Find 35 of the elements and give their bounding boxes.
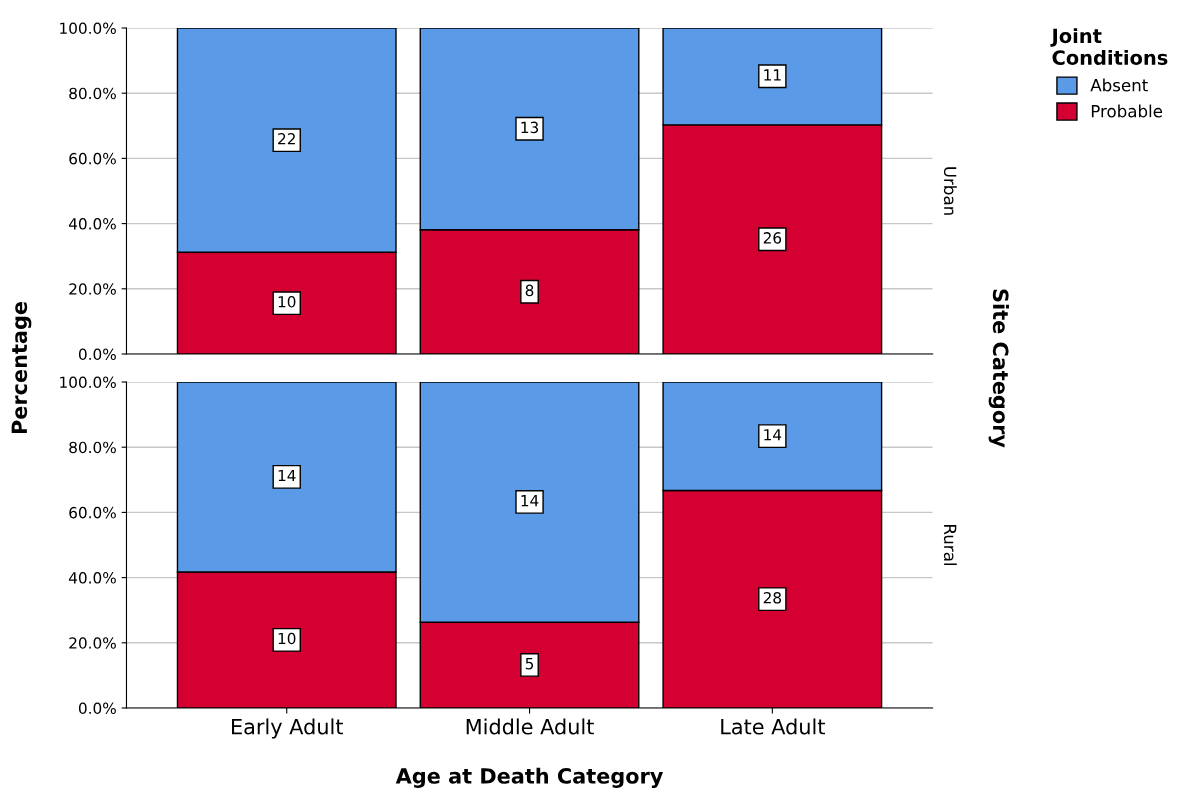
text: Urban <box>943 167 957 215</box>
y-tick-label: 60.0% <box>69 152 116 165</box>
annotation: 11 <box>764 69 781 81</box>
annotation: 14 <box>278 469 296 482</box>
x-tick-label: Early Adult <box>232 718 343 739</box>
y-tick-label: 20.0% <box>69 637 116 649</box>
legend-label: Absent <box>1090 78 1148 92</box>
x-tick-label: Middle Adult <box>466 718 594 735</box>
annotation: 14 <box>521 495 539 507</box>
y-tick-label: 80.0% <box>69 441 116 454</box>
y-tick-label: 80.0% <box>69 87 116 100</box>
y-tick-label: 40.0% <box>68 218 116 230</box>
y-tick-label: 20.0% <box>69 283 116 295</box>
y-tick-label: 40.0% <box>68 572 116 584</box>
annotation: 26 <box>763 232 782 244</box>
y-tick-label: 100.0% <box>60 22 116 35</box>
y-tick-label: 100.0% <box>60 376 116 389</box>
y-tick-label: 0.0% <box>78 348 116 361</box>
y-axis-title: Percentage <box>11 301 32 434</box>
annotation: 28 <box>763 591 782 604</box>
annotation: 5 <box>525 658 534 670</box>
annotation: 14 <box>764 429 782 441</box>
annotation: 13 <box>521 121 539 134</box>
text: Rural <box>943 525 957 565</box>
y-tick-label: 0.0% <box>78 702 116 715</box>
x-tick-label: Late Adult <box>721 718 825 735</box>
annotation: 10 <box>278 296 296 308</box>
y2-axis-title: Site Category <box>988 289 1009 448</box>
legend-label: Probable <box>1091 104 1163 118</box>
y-tick-label: 60.0% <box>69 506 116 519</box>
annotation: 10 <box>278 632 296 645</box>
annotation: 8 <box>525 284 534 297</box>
x-axis-title: Age at Death Category <box>395 767 664 788</box>
annotation: 22 <box>278 133 295 145</box>
legend-title: Joint Conditions <box>1050 28 1168 65</box>
